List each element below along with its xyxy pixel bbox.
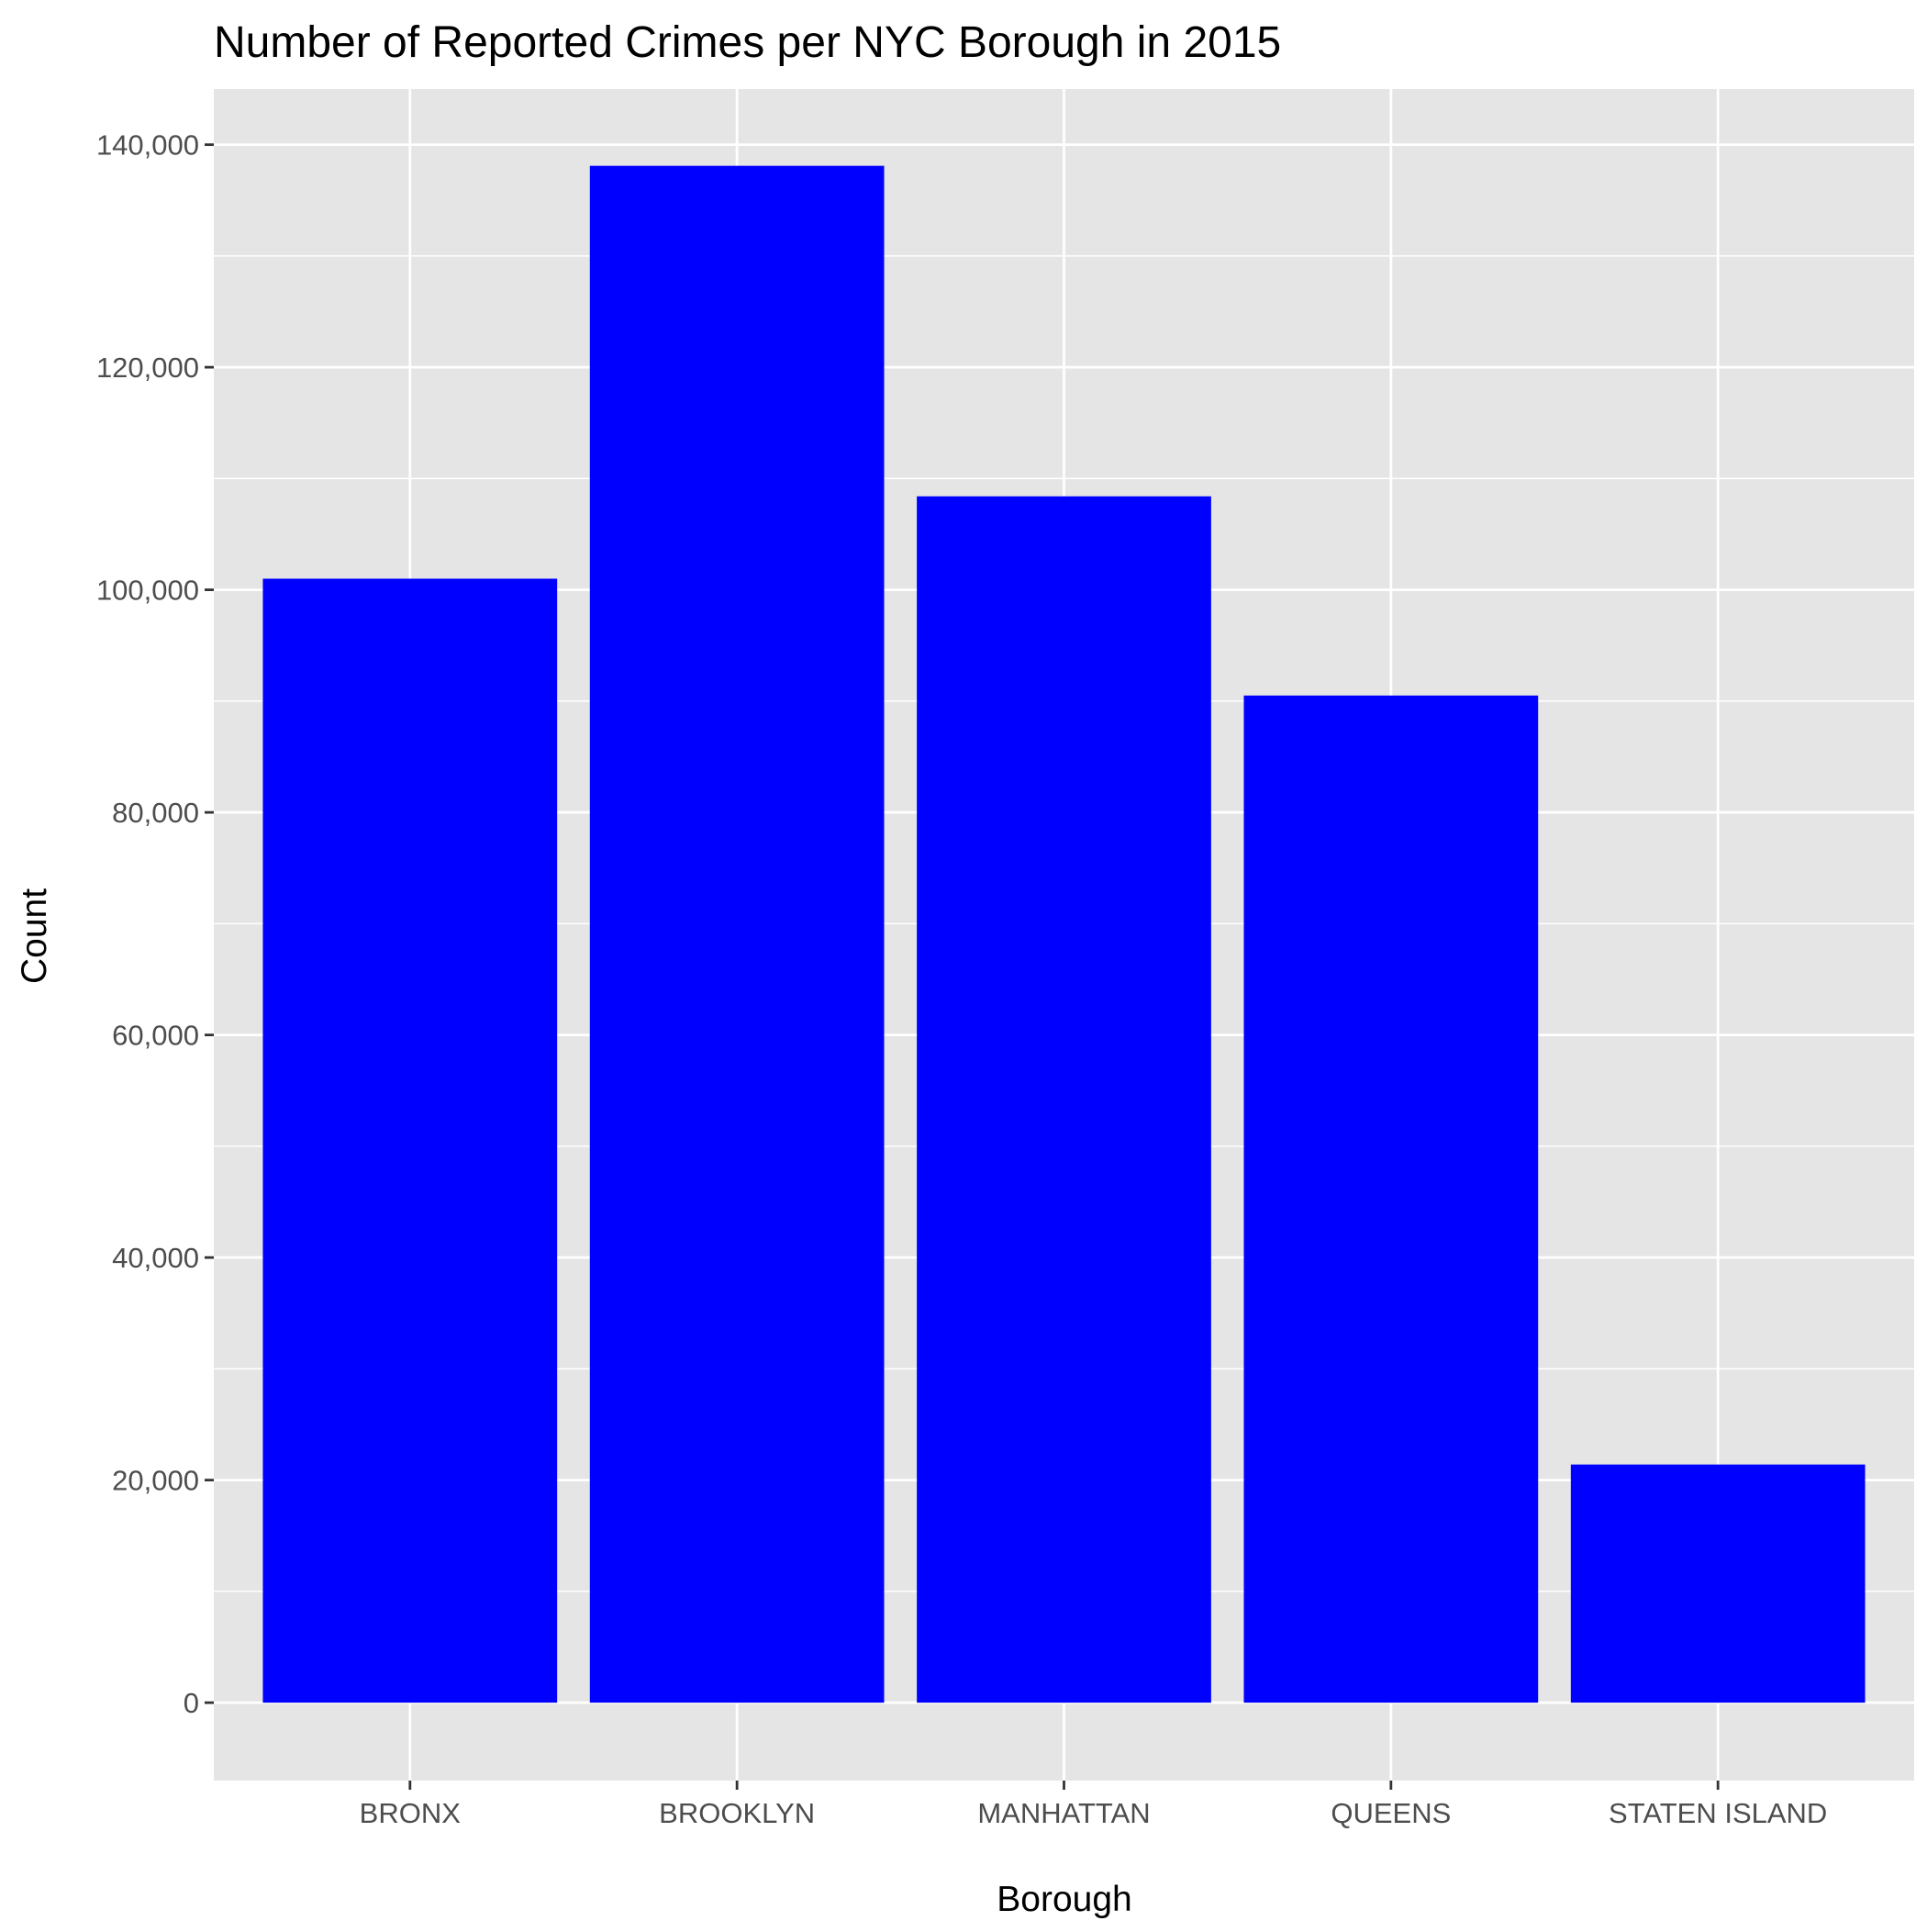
bar-staten-island bbox=[1570, 1464, 1866, 1703]
y-axis-title: Count bbox=[15, 888, 54, 984]
y-tick-label: 20,000 bbox=[112, 1465, 199, 1497]
bars bbox=[262, 165, 1866, 1703]
y-tick-label: 80,000 bbox=[112, 797, 199, 829]
x-axis-title: Borough bbox=[997, 1880, 1131, 1919]
x-tick-label: STATEN ISLAND bbox=[1609, 1797, 1827, 1829]
bar-brooklyn bbox=[589, 165, 885, 1703]
y-tick-label: 140,000 bbox=[96, 129, 199, 162]
x-tick-label: MANHATTAN bbox=[977, 1797, 1150, 1829]
x-axis: BRONX BROOKLYN MANHATTAN QUEENS STATEN ISLAN… bbox=[360, 1781, 1827, 1829]
x-tick-label: BROOKLYN bbox=[659, 1797, 815, 1829]
x-tick-label: BRONX bbox=[360, 1797, 462, 1829]
y-tick-label: 120,000 bbox=[96, 352, 199, 384]
y-tick-label: 40,000 bbox=[112, 1242, 199, 1274]
y-axis: 0 20,000 40,000 60,000 80,000 100,000 120,000 1… bbox=[96, 129, 214, 1719]
chart-title: Number of Reported Crimes per NYC Boroug… bbox=[214, 18, 1281, 67]
bar-queens bbox=[1243, 695, 1539, 1703]
bar-bronx bbox=[262, 578, 558, 1703]
y-tick-label: 100,000 bbox=[96, 575, 199, 607]
y-tick-label: 60,000 bbox=[112, 1020, 199, 1052]
y-tick-label: 0 bbox=[184, 1687, 199, 1719]
bar-manhattan bbox=[917, 496, 1211, 1703]
x-tick-label: QUEENS bbox=[1331, 1797, 1451, 1829]
